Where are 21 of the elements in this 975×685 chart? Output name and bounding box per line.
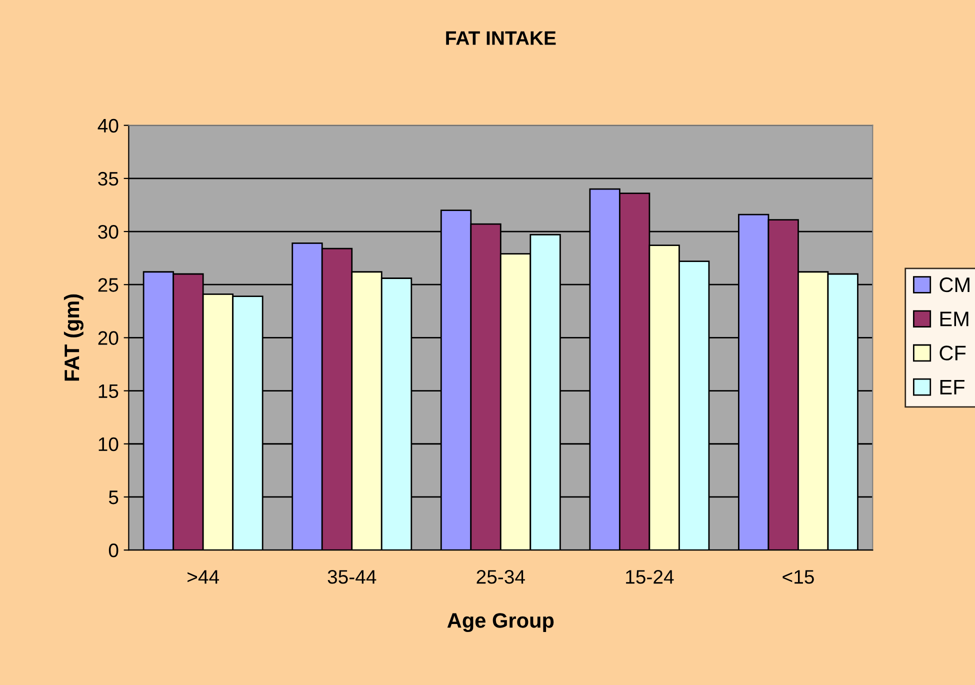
y-tick-label: 5 (108, 490, 118, 504)
y-tick-label: 10 (98, 437, 118, 452)
legend-label: CF (940, 346, 966, 360)
y-tick-label: 20 (98, 331, 118, 345)
x-tick-label: >44 (188, 570, 220, 584)
chart-title: FAT INTAKE (446, 31, 556, 45)
y-tick-label: 15 (98, 384, 118, 398)
y-tick-label: 25 (98, 278, 118, 292)
legend-label: EM (940, 312, 968, 326)
y-tick-label: 40 (98, 118, 118, 133)
y-axis-title: FAT (gm) (64, 294, 84, 381)
x-tick-label: 35-44 (328, 570, 376, 584)
y-tick-label: 30 (98, 225, 118, 239)
y-tick-label: 0 (108, 544, 118, 558)
x-axis-title: Age Group (447, 613, 554, 632)
legend-label: EF (940, 380, 964, 394)
x-tick-label: <15 (782, 570, 814, 584)
x-tick-label: 25-34 (476, 570, 525, 584)
y-tick-label: 35 (98, 172, 118, 186)
legend-label: CM (940, 277, 970, 292)
x-tick-label: 15-24 (626, 570, 674, 584)
